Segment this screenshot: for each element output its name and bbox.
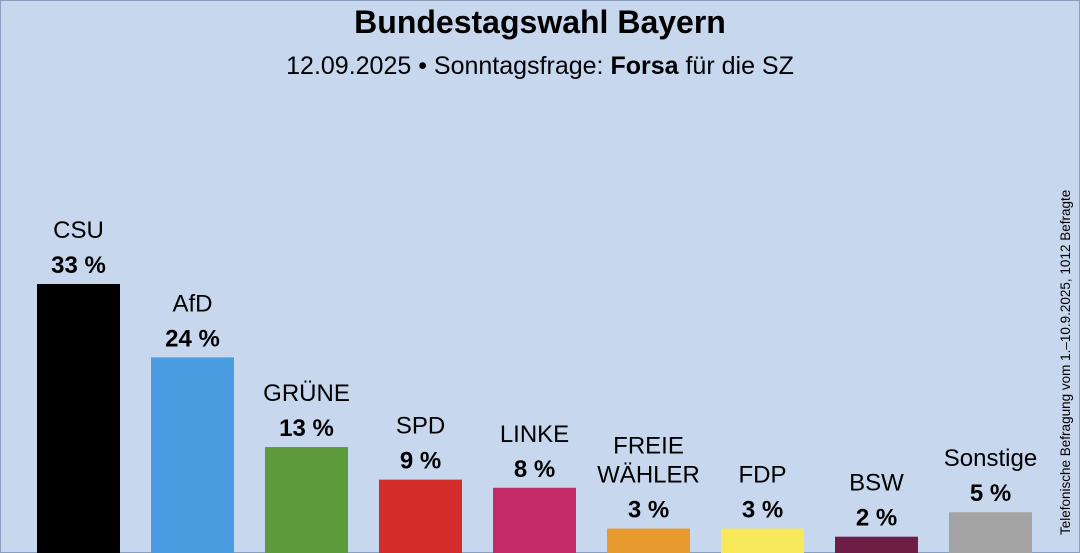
value-label: 24 % [165,325,220,352]
category-label: LINKE [500,421,569,448]
bar-grüne [265,447,348,553]
value-label: 2 % [856,505,897,532]
category-label: FREIE [613,433,684,460]
bar-spd [379,479,462,553]
value-label: 33 % [51,252,106,279]
category-label: WÄHLER [597,462,700,489]
bar-csu [37,284,120,553]
category-label: Sonstige [944,445,1037,472]
bar-freie-wähler [607,528,690,553]
category-label: BSW [849,470,904,497]
bar-fdp [721,528,804,553]
chart-title: Bundestagswahl Bayern [354,4,726,40]
subtitle-date: 12.09.2025 • Sonntagsfrage: [286,52,604,80]
category-label: FDP [739,462,787,489]
bar-linke [493,487,576,553]
category-label: AfD [172,290,212,317]
subtitle-institute: Forsa [610,52,679,80]
category-label: CSU [53,217,104,244]
value-label: 3 % [742,497,783,524]
category-label: GRÜNE [263,380,350,407]
value-label: 3 % [628,497,669,524]
value-label: 13 % [279,415,334,442]
bar-bsw [835,536,918,553]
chart-subtitle: 12.09.2025 • Sonntagsfrage: Forsa für di… [0,52,1080,81]
bar-sonstige [949,512,1032,553]
value-label: 5 % [970,480,1011,507]
value-label: 9 % [400,448,441,475]
bar-afd [151,357,234,553]
subtitle-client: für die SZ [685,52,794,80]
category-label: SPD [396,413,445,440]
value-label: 8 % [514,456,555,483]
